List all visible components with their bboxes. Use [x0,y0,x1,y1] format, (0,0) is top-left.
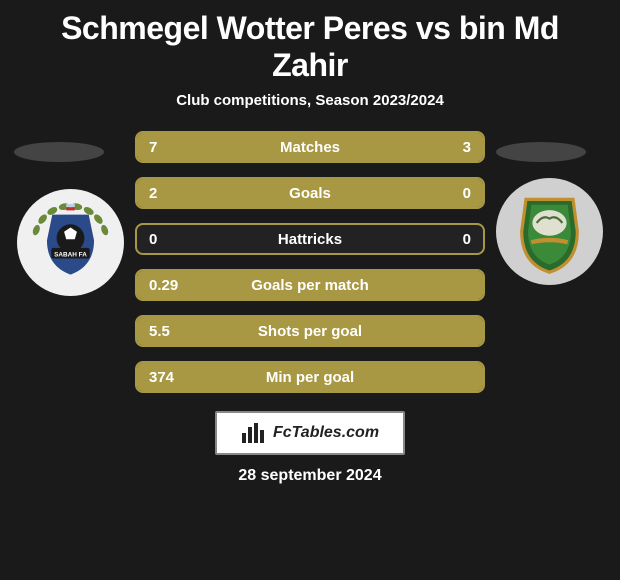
stat-value-left: 7 [149,139,157,156]
player-right-silhouette [496,142,586,162]
stat-label: Goals [137,185,483,202]
stat-row: Matches7 3 [135,131,485,163]
page-title: Schmegel Wotter Peres vs bin Md Zahir [0,0,620,92]
subtitle: Club competitions, Season 2023/2024 [0,92,620,109]
stat-label: Hattricks [137,231,483,248]
stat-value-left: 5.5 [149,323,170,340]
stat-value-left: 0 [149,231,157,248]
svg-text:SABAH FA: SABAH FA [54,251,87,258]
bar-chart-icon [241,423,267,443]
stat-row: Min per goal374 [135,361,485,393]
logo-text: FcTables.com [273,424,379,442]
stat-value-left: 0.29 [149,277,178,294]
stat-row: Shots per goal5.5 [135,315,485,347]
stat-value-left: 374 [149,369,174,386]
club-crest-right [496,178,603,285]
club-crest-left: SABAH FA [17,189,124,296]
stat-row: Goals2 0 [135,177,485,209]
date-label: 28 september 2024 [0,467,620,485]
stats-bars: Matches73Goals20Hattricks00Goals per mat… [135,131,485,393]
comparison-panel: SABAH FA Matches73Goals20Hattricks00Goal… [0,131,620,485]
stat-label: Goals per match [137,277,483,294]
shield-icon: SABAH FA [17,189,124,296]
stat-label: Min per goal [137,369,483,386]
stat-value-right: 0 [463,185,471,202]
shield-icon [496,178,603,285]
stat-value-right: 3 [463,139,471,156]
stat-value-right: 0 [463,231,471,248]
stat-label: Shots per goal [137,323,483,340]
stat-value-left: 2 [149,185,157,202]
stat-label: Matches [137,139,483,156]
player-left-silhouette [14,142,104,162]
stat-row: Hattricks0 0 [135,223,485,255]
fctables-logo: FcTables.com [215,411,405,455]
stat-row: Goals per match0.29 [135,269,485,301]
